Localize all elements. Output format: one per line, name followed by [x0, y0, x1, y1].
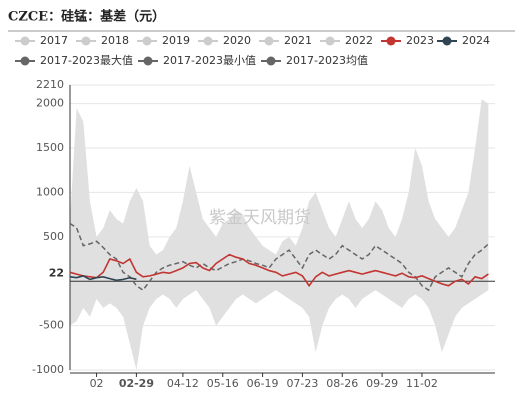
x-tick-label: 02	[90, 377, 104, 390]
y-tick-label: 1500	[36, 141, 64, 154]
y-tick-label: -1000	[32, 363, 64, 376]
x-tick-label: 11-02	[406, 377, 438, 390]
legend-icon	[264, 36, 274, 46]
x-tick-label: 04-12	[167, 377, 199, 390]
x-tick-label: 07-23	[286, 377, 318, 390]
legend-icon	[81, 36, 91, 46]
y-tick-label: -500	[39, 319, 64, 332]
range-band	[70, 99, 489, 371]
legend-icon	[20, 36, 30, 46]
legend-label: 2020	[223, 34, 251, 47]
x-tick-label: 05-16	[207, 377, 239, 390]
series-line	[69, 275, 137, 282]
legend-icon	[143, 56, 153, 66]
legend-label: 2022	[345, 34, 373, 47]
legend-label: 2017-2023最小值	[163, 54, 256, 67]
legend-label: 2017-2023最大值	[40, 53, 133, 67]
y-tick-label: 1000	[36, 185, 64, 198]
legend-icon	[325, 36, 335, 46]
legend-label: 2023	[406, 34, 434, 47]
legend-label: 2019	[162, 34, 190, 47]
y-tick-label: 2210	[36, 78, 64, 91]
legend-label: 2017	[40, 34, 68, 47]
legend-label: 2021	[284, 34, 312, 47]
x-tick-label: 09-29	[366, 377, 398, 390]
legend-icon	[203, 36, 213, 46]
series-line	[69, 222, 489, 292]
chart-title: CZCE：硅锰：基差（元）	[8, 9, 165, 25]
x-tick-label: 08-26	[326, 377, 358, 390]
legend-icon	[442, 36, 452, 46]
legend-icon	[266, 56, 276, 66]
current-value-label: 22	[49, 266, 64, 279]
legend-label: 2024	[462, 34, 490, 47]
legend-icon	[386, 36, 396, 46]
series-line	[69, 253, 489, 288]
x-tick-label: 06-19	[247, 377, 279, 390]
legend-icon	[20, 56, 30, 66]
y-tick-label: 500	[43, 230, 64, 243]
watermark: 紫金天风期货	[209, 208, 311, 228]
legend-label: 2017-2023均值	[286, 54, 368, 67]
y-tick-label: 2000	[36, 97, 64, 110]
x-tick-label: 02-29	[119, 377, 154, 390]
legend-label: 2018	[101, 34, 129, 47]
legend-icon	[142, 36, 152, 46]
